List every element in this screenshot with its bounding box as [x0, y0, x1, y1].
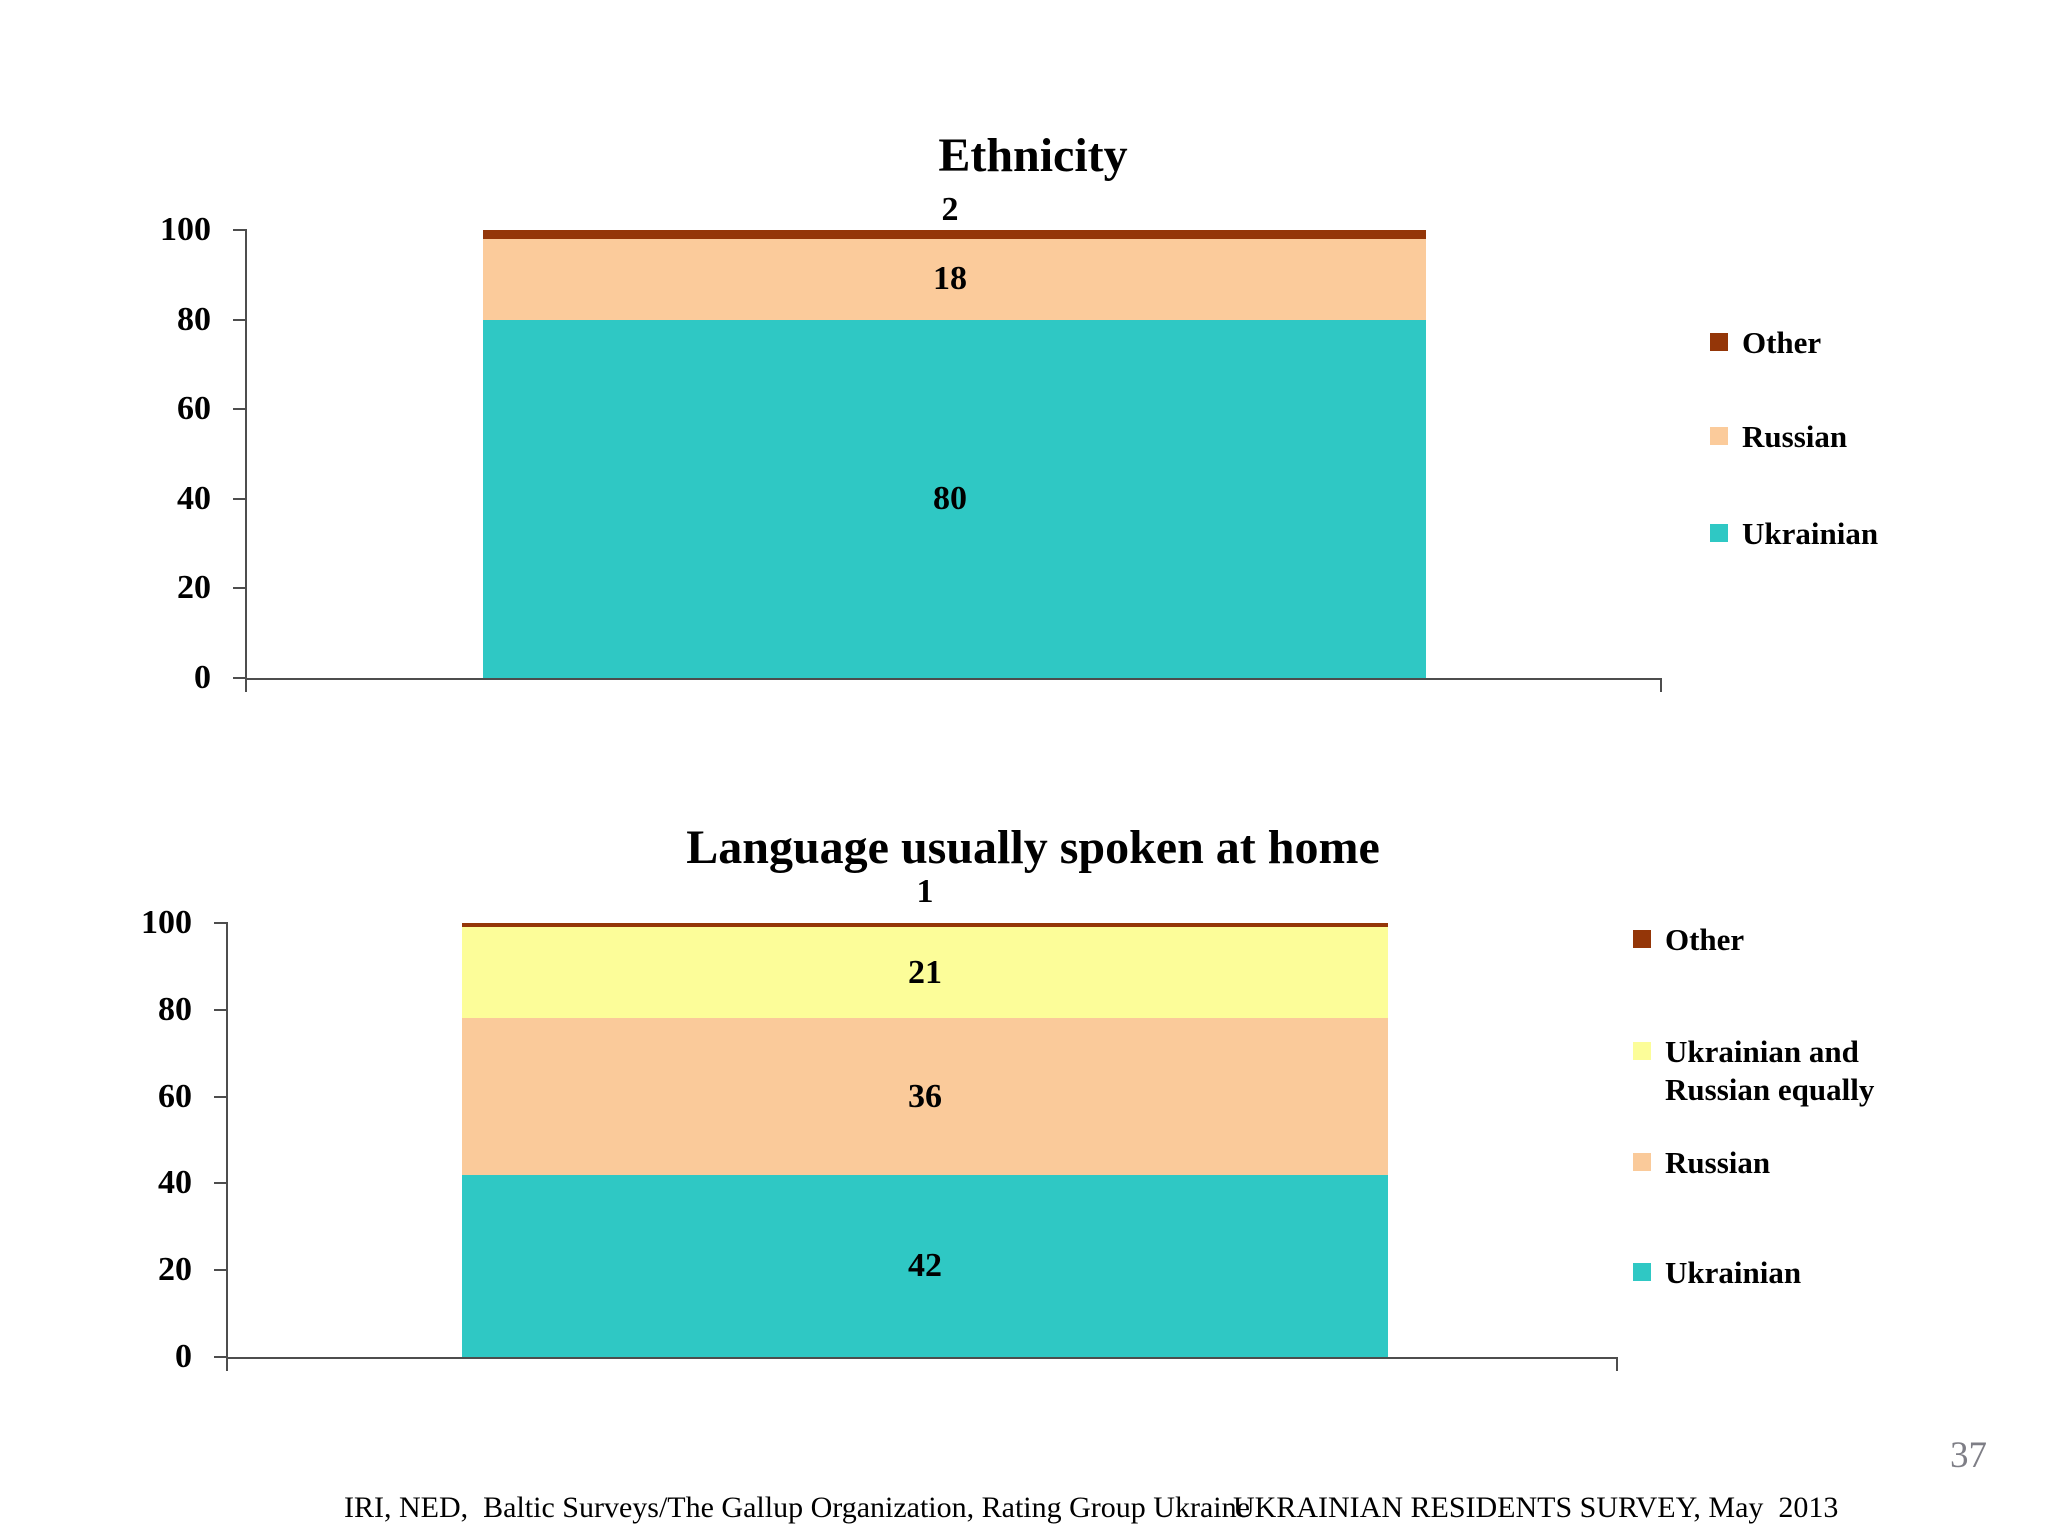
bar-segment-ukrainian	[462, 1174, 1388, 1357]
survey-title-footer: UKRAINIAN RESIDENTS SURVEY, May 2013	[1233, 1491, 1839, 1524]
legend-swatch-other	[1633, 930, 1651, 948]
legend-label-russian: Russian	[1665, 1145, 1771, 1180]
y-tick-label: 100	[160, 211, 211, 248]
value-label-russian: 18	[933, 260, 967, 298]
y-tick-label: 100	[141, 904, 192, 941]
chart-title: Language usually spoken at home	[686, 821, 1380, 874]
y-axis-line	[226, 923, 228, 1371]
y-tick-label: 80	[177, 300, 211, 338]
y-tick-label: 40	[158, 1164, 192, 1202]
legend-label-ukrainian: Ukrainian	[1742, 516, 1879, 551]
y-tick-label: 40	[177, 479, 211, 517]
y-tick-label: 60	[177, 390, 211, 428]
y-axis-tick	[214, 1008, 228, 1011]
page-number: 37	[1950, 1435, 1987, 1476]
y-tick-label: 20	[158, 1251, 192, 1289]
x-axis-end-tick	[1616, 1357, 1618, 1371]
bar-segment-russian	[483, 238, 1426, 320]
y-tick-label: 60	[158, 1077, 192, 1115]
value-label-ukrainian: 42	[908, 1246, 942, 1284]
y-axis-tick	[233, 229, 247, 231]
legend-label-ukrainian: Ukrainian	[1665, 1255, 1802, 1290]
legend-swatch-russian	[1710, 427, 1728, 445]
y-axis-tick	[233, 497, 247, 500]
value-label-other: 2	[941, 191, 959, 228]
value-label-other: 1	[916, 873, 934, 910]
y-tick-label: 20	[177, 569, 211, 607]
y-axis-tick	[233, 318, 247, 321]
bar-segment-other	[462, 923, 1388, 928]
y-axis-tick	[233, 677, 247, 679]
legend-swatch-ukrainian-and-russian-equally	[1633, 1042, 1651, 1060]
y-axis-tick	[214, 1269, 228, 1272]
y-axis-tick	[214, 1095, 228, 1098]
chart-title: Ethnicity	[938, 129, 1128, 182]
y-axis-tick	[214, 1182, 228, 1185]
legend-label-ukrainian-and-russian-equally: Ukrainian and Russian equally	[1665, 1034, 1875, 1107]
x-axis-line	[247, 678, 1662, 680]
bar-segment-russian	[462, 1018, 1388, 1175]
legend-swatch-russian	[1633, 1153, 1651, 1171]
y-axis-tick	[214, 922, 228, 924]
y-axis-tick	[214, 1356, 228, 1358]
bar-segment-ukrainian	[483, 319, 1426, 678]
y-tick-label: 80	[158, 990, 192, 1028]
y-axis-tick	[233, 587, 247, 590]
value-label-russian: 36	[908, 1077, 942, 1115]
bar-segment-other	[483, 230, 1426, 239]
legend-swatch-ukrainian	[1710, 524, 1728, 542]
legend-label-russian: Russian	[1742, 419, 1848, 454]
value-label-ukrainian-and-russian-equally: 21	[908, 953, 942, 991]
legend-swatch-ukrainian	[1633, 1263, 1651, 1281]
y-tick-label: 0	[194, 659, 211, 696]
y-tick-label: 0	[175, 1338, 192, 1375]
y-axis-tick	[233, 408, 247, 411]
x-axis-end-tick	[1660, 678, 1662, 692]
bar-segment-ukrainian-and-russian-equally	[462, 927, 1388, 1019]
legend-label-other: Other	[1742, 325, 1822, 360]
y-axis-line	[245, 230, 247, 692]
source-attribution: IRI, NED, Baltic Surveys/The Gallup Orga…	[344, 1491, 1250, 1524]
legend-label-other: Other	[1665, 922, 1745, 957]
value-label-ukrainian: 80	[933, 479, 967, 517]
legend-swatch-other	[1710, 333, 1728, 351]
x-axis-line	[228, 1357, 1618, 1359]
